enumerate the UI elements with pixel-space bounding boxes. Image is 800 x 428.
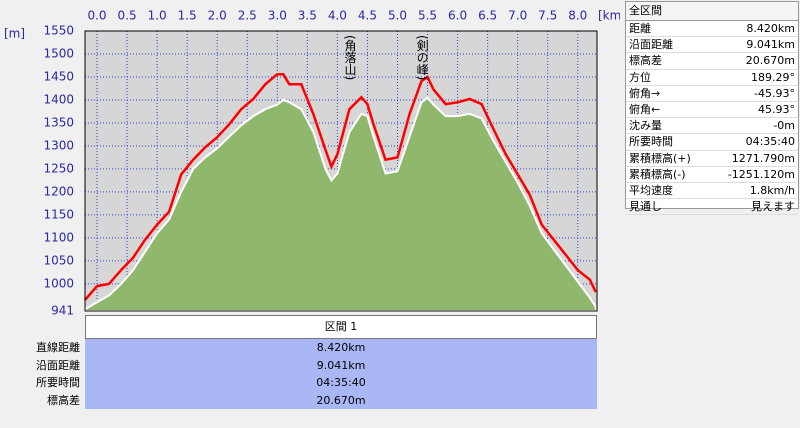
section-label: 所要時間: [36, 376, 80, 389]
x-tick-label: 0.5: [118, 9, 137, 23]
summary-row: 俯角→ -45.93°: [626, 86, 798, 102]
x-tick-label: 1.5: [178, 9, 197, 23]
x-tick-label: 8.0: [568, 9, 587, 23]
y-tick-label: 1250: [43, 161, 74, 175]
x-tick-label: 2.5: [238, 9, 257, 23]
x-tick-label: 6.0: [448, 9, 467, 23]
annotation: (剣の峰): [415, 35, 429, 80]
summary-row: 所要時間 04:35:40: [626, 134, 798, 151]
section-label: 標高差: [47, 393, 80, 407]
y-tick-label: 1000: [43, 276, 74, 290]
summary-value: -45.93°: [754, 86, 795, 100]
section-label: 沿面距離: [36, 358, 80, 372]
section-row: 沿面距離 9.041km: [0, 356, 600, 374]
summary-value: 189.29°: [751, 70, 795, 84]
summary-value: 04:35:40: [745, 135, 795, 149]
plot-border: [84, 30, 598, 312]
summary-value: 1.8km/h: [749, 183, 795, 197]
summary-value: -1251.120m: [727, 167, 795, 181]
section-header: 区間 1: [85, 315, 597, 339]
terrain-area: [84, 96, 597, 312]
y-axis-unit: [m]: [4, 27, 25, 41]
summary-row: 俯角← 45.93°: [626, 102, 798, 119]
summary-value: 9.041km: [746, 38, 795, 52]
section-value: 20.670m: [85, 391, 597, 409]
section-value: 04:35:40: [85, 374, 597, 392]
x-tick-label: 0.0: [87, 9, 106, 23]
summary-label: 標高差: [629, 54, 662, 68]
x-tick-label: 4.5: [358, 9, 377, 23]
summary-label: 俯角←: [629, 102, 661, 116]
summary-row: 沿面距離 9.041km: [626, 37, 798, 54]
x-tick-label: 5.0: [388, 9, 407, 23]
x-tick-label: 1.0: [148, 9, 167, 23]
section-value: 8.420km: [85, 339, 597, 357]
section-row: 直線距離 8.420km: [0, 339, 600, 357]
summary-row: 累積標高(+) 1271.790m: [626, 151, 798, 167]
summary-label: 沿面距離: [629, 38, 673, 52]
y-tick-label: 941: [51, 304, 74, 316]
summary-label: 距離: [629, 22, 651, 35]
y-tick-label: 1150: [43, 207, 74, 221]
x-tick-label: 6.5: [478, 9, 497, 23]
summary-label: 累積標高(-): [629, 167, 686, 181]
x-tick-label: 3.0: [268, 9, 287, 23]
section-value: 9.041km: [85, 356, 597, 374]
x-tick-label: 3.5: [298, 9, 317, 23]
y-tick-label: 1350: [43, 115, 74, 129]
y-tick-label: 1050: [43, 253, 74, 267]
y-tick-label: 1550: [43, 24, 74, 38]
x-tick-label: 7.5: [538, 9, 557, 23]
panel-title: 全区間: [626, 2, 798, 21]
chart: 941 1000 1050 1100 1150 1200 1250 1300 1350 1400 1…: [4, 9, 620, 316]
summary-value: 1271.790m: [731, 151, 795, 165]
summary-row: 沈み量 -0m: [626, 118, 798, 135]
summary-value: 8.420km: [746, 22, 795, 35]
section-label: 直線距離: [36, 341, 80, 354]
summary-label: 沈み量: [629, 119, 662, 133]
summary-row: 標高差 20.670m: [626, 53, 798, 70]
y-tick-label: 1450: [43, 69, 74, 83]
section-table: 区間 1 直線距離 8.420km 沿面距離 9.041km 所要時間 04:35:40 標高…: [0, 315, 600, 409]
x-tick-label: 5.5: [418, 9, 437, 23]
y-tick-label: 1300: [43, 138, 74, 152]
x-tick-label: 2.0: [208, 9, 227, 23]
y-tick-label: 1100: [43, 230, 74, 244]
x-tick-label: 4.0: [328, 9, 347, 23]
annotation: (角落山): [343, 35, 357, 80]
summary-value: -0m: [773, 119, 795, 133]
x-axis-unit: [km]: [598, 9, 620, 23]
track-line: [84, 72, 597, 301]
summary-label: 累積標高(+): [629, 151, 691, 165]
summary-row: 距離 8.420km: [626, 21, 798, 38]
summary-label: 平均速度: [629, 183, 673, 197]
summary-row: 平均速度 1.8km/h: [626, 183, 798, 200]
x-tick-label: 7.0: [508, 9, 527, 23]
y-tick-label: 1500: [43, 46, 74, 60]
summary-panel: 全区間 距離 8.420km 沿面距離 9.041km 標高差 20.670m 方位 189.2…: [625, 1, 799, 216]
summary-row: 方位 189.29°: [626, 70, 798, 86]
section-row: 標高差 20.670m: [0, 391, 600, 409]
summary-value: 20.670m: [745, 54, 795, 68]
summary-label: 見通し: [629, 200, 662, 214]
summary-label: 方位: [629, 70, 651, 84]
summary-row: 累積標高(-) -1251.120m: [626, 167, 798, 183]
y-tick-label: 1400: [43, 92, 74, 106]
section-row: 所要時間 04:35:40: [0, 374, 600, 392]
summary-value: 45.93°: [758, 102, 795, 116]
summary-label: 所要時間: [629, 135, 673, 149]
summary-label: 俯角→: [629, 86, 661, 100]
y-tick-label: 1200: [43, 184, 74, 198]
summary-value: 見えます: [751, 200, 795, 214]
summary-row: 見通し 見えます: [626, 199, 798, 216]
